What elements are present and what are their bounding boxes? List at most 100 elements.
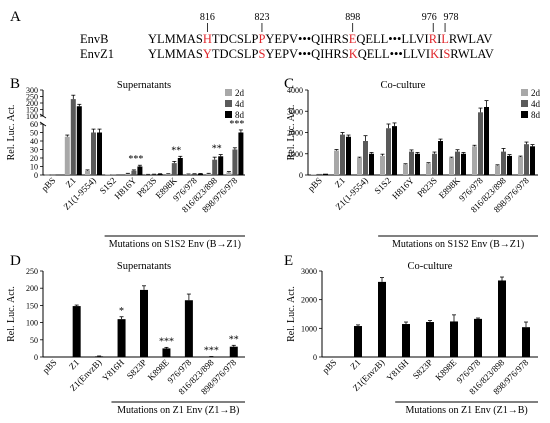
bar bbox=[330, 356, 338, 358]
y-tick-label: 150 bbox=[26, 106, 38, 115]
panel-e-coculture-chart: E Co-culture Rel. Luc. Act. 0 1000 2000 3000 pB… bbox=[284, 253, 538, 416]
legend-swatch bbox=[521, 100, 528, 107]
panel-letter-a: A bbox=[10, 9, 21, 25]
bar bbox=[184, 300, 193, 357]
bar bbox=[117, 174, 123, 176]
bar bbox=[402, 324, 410, 357]
x-tick-label: S1S2 bbox=[372, 175, 393, 196]
bar bbox=[530, 146, 535, 175]
panel-a-sequence-alignment: A 816 823 898 976 978 EnvB YLMMASHTDCSLPPYEPV… bbox=[10, 9, 494, 61]
x-tick-label: H816Y bbox=[390, 175, 416, 201]
bar bbox=[501, 151, 506, 175]
residue-segment: TDCSLP bbox=[212, 47, 259, 61]
bar bbox=[346, 136, 351, 175]
y-tick-label: 0 bbox=[313, 353, 317, 362]
group-label: Mutations on Z1 Env (Z1→B) bbox=[117, 405, 239, 416]
bar bbox=[76, 106, 82, 175]
position-label: 816 bbox=[200, 12, 215, 23]
mutated-residue: R bbox=[429, 32, 438, 46]
x-tick-label: pBS bbox=[320, 357, 338, 375]
bar bbox=[232, 149, 238, 175]
bar bbox=[111, 174, 117, 176]
x-tick-label: S823P bbox=[125, 357, 149, 381]
legend-swatch bbox=[225, 100, 232, 107]
x-tick-label: Z1 bbox=[348, 357, 362, 371]
y-tick-label: 1000 bbox=[301, 324, 317, 333]
position-label: 978 bbox=[444, 12, 459, 23]
bar bbox=[403, 164, 408, 175]
y-tick-label: 200 bbox=[26, 99, 38, 108]
y-tick-label: 300 bbox=[26, 86, 38, 95]
y-tick-label: 100 bbox=[26, 112, 38, 121]
bar bbox=[171, 163, 177, 175]
bar bbox=[380, 155, 385, 175]
legend-label: 2d bbox=[531, 88, 541, 98]
y-tick-label: 4000 bbox=[287, 86, 303, 95]
bar bbox=[91, 132, 96, 175]
bar bbox=[438, 141, 443, 175]
bar bbox=[238, 132, 244, 175]
chart-title: Supernatants bbox=[117, 80, 171, 91]
bar bbox=[229, 346, 238, 357]
bar bbox=[165, 173, 171, 175]
significance-marker: * bbox=[119, 306, 124, 317]
legend-swatch bbox=[225, 89, 232, 96]
y-tick-label: 3000 bbox=[287, 107, 303, 116]
y-tick-label: 2000 bbox=[287, 129, 303, 138]
position-label: 898 bbox=[345, 12, 360, 23]
y-axis-label: Rel. Luc. Act. bbox=[6, 286, 17, 342]
y-tick-label: 50 bbox=[30, 129, 38, 138]
significance-marker: ** bbox=[171, 145, 181, 156]
y-tick-label: 0 bbox=[34, 353, 38, 362]
x-tick-label: pBS bbox=[306, 175, 324, 193]
residue-position-labels: 816 823 898 976 978 bbox=[200, 12, 459, 32]
significance-marker: ** bbox=[212, 144, 222, 155]
significance-marker: *** bbox=[204, 345, 219, 356]
bar bbox=[432, 153, 437, 175]
bar bbox=[192, 173, 197, 175]
bar bbox=[186, 174, 191, 175]
legend-label: 4d bbox=[235, 99, 245, 109]
bar bbox=[207, 356, 216, 358]
chart-title: Supernatants bbox=[117, 261, 171, 272]
bar bbox=[363, 141, 368, 175]
bar bbox=[409, 151, 414, 175]
bar bbox=[369, 153, 374, 175]
x-tick-label: Z1 bbox=[67, 357, 81, 371]
x-tick-label: H816Y bbox=[113, 175, 139, 201]
group-label: Mutations on S1S2 Env (B→Z1) bbox=[109, 239, 241, 250]
y-tick-label: 20 bbox=[30, 154, 38, 163]
bar bbox=[334, 150, 339, 175]
bar bbox=[461, 153, 466, 175]
mutated-residue: K bbox=[430, 47, 439, 61]
bar bbox=[354, 326, 362, 357]
legend-swatch bbox=[521, 111, 528, 118]
bar bbox=[474, 318, 482, 357]
legend-label: 4d bbox=[531, 99, 541, 109]
bar bbox=[198, 173, 203, 175]
y-axis-label: Rel. Luc. Act. bbox=[286, 286, 297, 342]
bar bbox=[507, 155, 512, 175]
residue-segment: TDCSLP bbox=[212, 32, 259, 46]
bar bbox=[212, 159, 218, 175]
residue-segment: YEPV•••QIHRS bbox=[265, 32, 348, 46]
y-tick-label: 10 bbox=[30, 163, 38, 172]
position-label: 976 bbox=[422, 12, 437, 23]
panel-letter: E bbox=[284, 253, 293, 269]
mutated-residue: Y bbox=[203, 47, 212, 61]
significance-marker: *** bbox=[128, 154, 143, 165]
bar bbox=[478, 112, 483, 175]
y-tick-label: 200 bbox=[26, 284, 38, 293]
y-axis-label: Rel. Luc. Act. bbox=[286, 105, 297, 161]
mutated-residue: P bbox=[258, 32, 265, 46]
y-tick-label: 30 bbox=[30, 146, 38, 155]
x-tick-label: Y816H bbox=[100, 357, 126, 383]
x-tick-label: Y816H bbox=[385, 357, 411, 383]
residue-segment: YEPV•••QIHRS bbox=[265, 47, 348, 61]
bar bbox=[386, 128, 391, 175]
y-tick-label: 250 bbox=[26, 93, 38, 102]
sequence-envz1: YLMMASYTDCSLPSYEPV•••QIHRSKQELL•••LLVIKI… bbox=[148, 47, 494, 61]
bar bbox=[323, 173, 328, 175]
bar bbox=[97, 132, 102, 175]
x-tick-label: P823S bbox=[415, 175, 439, 199]
